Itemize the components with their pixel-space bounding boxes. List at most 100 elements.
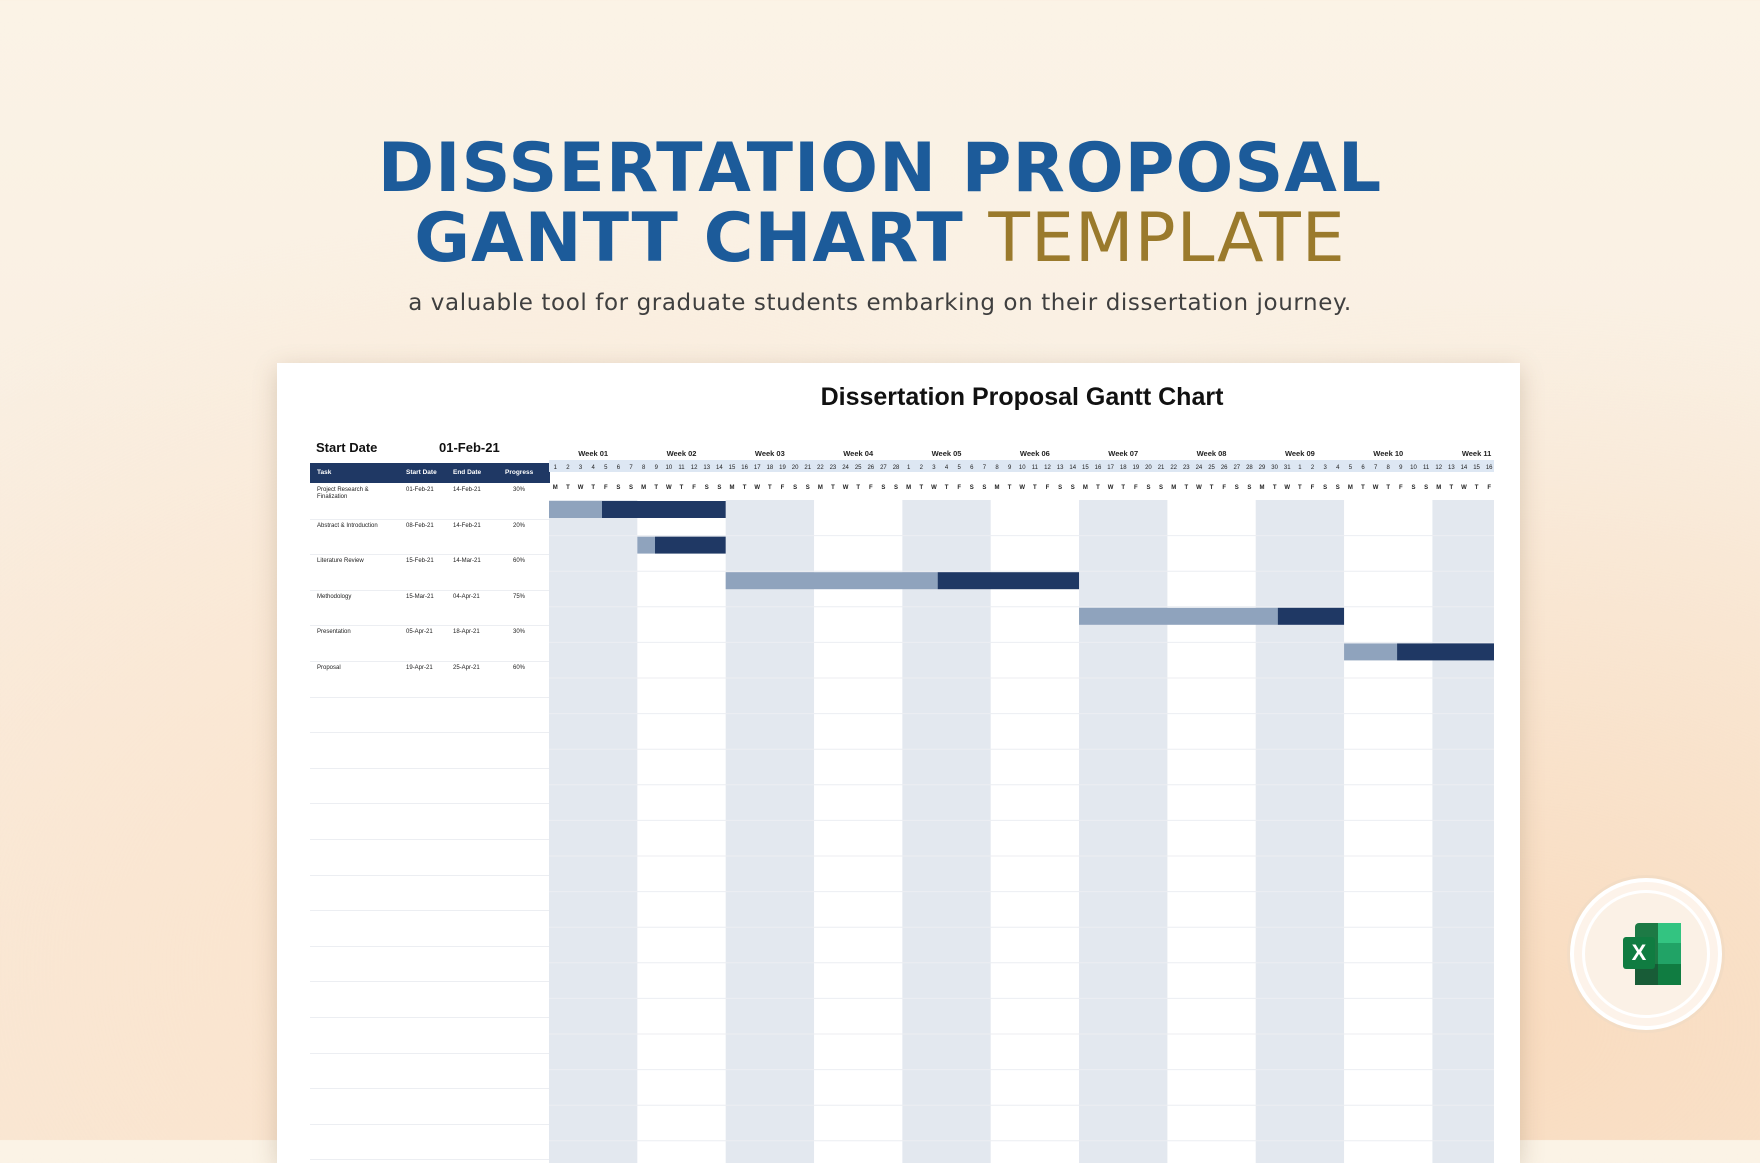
weekday-letter: T xyxy=(680,485,684,491)
day-number: 16 xyxy=(741,465,748,471)
task-progress: 75% xyxy=(513,593,526,600)
weekday-letter: S xyxy=(717,485,721,491)
weekday-letter: W xyxy=(1196,485,1202,491)
day-number: 22 xyxy=(1170,465,1177,471)
weekday-letter: W xyxy=(666,485,672,491)
table-grid-line xyxy=(310,589,550,591)
task-row: Literature Review 15-Feb-21 14-Mar-21 60% xyxy=(310,554,550,588)
hero-title-bold: GANTT CHART xyxy=(414,199,964,278)
weekday-letter: T xyxy=(1273,485,1277,491)
weekday-letter: T xyxy=(1184,485,1188,491)
weekday-letter: S xyxy=(1323,485,1327,491)
week-label: Week 07 xyxy=(1108,449,1138,458)
weekday-letter: T xyxy=(945,485,949,491)
day-number: 7 xyxy=(629,465,633,471)
task-start: 08-Feb-21 xyxy=(406,522,434,529)
day-number: 28 xyxy=(1246,465,1253,471)
day-number: 11 xyxy=(678,465,685,471)
task-bar-remaining xyxy=(1277,607,1345,625)
task-name: Presentation xyxy=(317,629,351,636)
day-number: 2 xyxy=(1311,465,1315,471)
day-number: 15 xyxy=(1473,465,1480,471)
gantt-sheet: Dissertation Proposal Gantt Chart Start … xyxy=(277,363,1520,1163)
week-label: Week 10 xyxy=(1373,449,1403,458)
day-number: 13 xyxy=(1057,465,1064,471)
task-end: 25-Apr-21 xyxy=(453,665,480,671)
task-end: 14-Mar-21 xyxy=(453,558,481,565)
weekday-letter: S xyxy=(705,485,709,491)
day-number: 9 xyxy=(1399,465,1403,471)
day-number: 15 xyxy=(729,465,736,471)
weekday-letter: M xyxy=(1260,485,1265,491)
day-number: 14 xyxy=(716,465,723,471)
task-end: 14-Feb-21 xyxy=(453,487,481,493)
day-number: 3 xyxy=(932,465,936,471)
weekday-letter: M xyxy=(1436,485,1441,491)
week-band xyxy=(1432,500,1494,1163)
start-date-label: Start Date xyxy=(316,440,378,455)
day-number: 16 xyxy=(1486,465,1493,471)
day-number: 27 xyxy=(880,465,887,471)
day-number: 12 xyxy=(691,465,698,471)
weekday-letter: W xyxy=(1373,485,1379,491)
day-number: 8 xyxy=(642,465,646,471)
day-number-row xyxy=(549,460,1494,472)
day-number: 26 xyxy=(867,465,874,471)
task-progress: 20% xyxy=(513,522,526,529)
task-name: Literature Review xyxy=(317,558,364,565)
task-start: 15-Mar-21 xyxy=(406,593,434,600)
day-number: 5 xyxy=(1349,465,1353,471)
weekday-letter: S xyxy=(1071,485,1075,491)
weekday-letter: T xyxy=(856,485,860,491)
col-end-header: End Date xyxy=(453,469,482,476)
weekday-letter: T xyxy=(1298,485,1302,491)
weekday-letter: M xyxy=(995,485,1000,491)
day-number: 4 xyxy=(945,465,949,471)
weekday-letter: T xyxy=(1361,485,1365,491)
weekday-letter: S xyxy=(881,485,885,491)
weekday-letter: S xyxy=(1424,485,1428,491)
weekday-letter: M xyxy=(641,485,646,491)
day-number: 4 xyxy=(1336,465,1340,471)
weekday-letter: T xyxy=(654,485,658,491)
weekday-letter: W xyxy=(754,485,760,491)
weekday-letter: S xyxy=(1058,485,1062,491)
chart-title: Dissertation Proposal Gantt Chart xyxy=(820,383,1224,411)
task-row: Project Research & Finalization 01-Feb-21… xyxy=(310,483,550,517)
weekday-letter: M xyxy=(818,485,823,491)
gantt-chart: Week 01 Week 02 Week 03 Week 04 Week 05 Week … xyxy=(549,449,1494,1163)
week-label: Week 04 xyxy=(843,449,874,458)
table-grid-line xyxy=(310,554,550,556)
table-grid-line xyxy=(310,1159,550,1161)
weekday-letter: W xyxy=(1019,485,1025,491)
day-number: 11 xyxy=(1423,465,1430,471)
day-number: 19 xyxy=(1132,465,1139,471)
table-grid-line xyxy=(310,945,550,947)
day-number: 21 xyxy=(1158,465,1165,471)
table-grid-line xyxy=(310,1017,550,1018)
weekday-letter: T xyxy=(1449,485,1453,491)
day-number: 6 xyxy=(970,465,974,471)
task-bar-progress xyxy=(1079,607,1278,625)
excel-badge: X xyxy=(1574,882,1718,1026)
weekday-letter: F xyxy=(869,485,873,491)
day-number: 9 xyxy=(655,465,659,471)
weekday-letter: S xyxy=(629,485,633,491)
task-name: Methodology xyxy=(317,593,352,600)
week-band xyxy=(1079,500,1168,1163)
week-band xyxy=(902,500,991,1163)
day-number: 17 xyxy=(1107,465,1114,471)
day-number: 22 xyxy=(817,465,824,471)
weekday-letter: S xyxy=(894,485,898,491)
day-number: 18 xyxy=(767,465,774,471)
weekday-letter: S xyxy=(1159,485,1163,491)
day-number: 23 xyxy=(830,465,837,471)
week-label: Week 03 xyxy=(755,449,785,458)
hero-subtitle: a valuable tool for graduate students em… xyxy=(408,290,1352,316)
day-number: 3 xyxy=(579,465,583,471)
table-grid-line xyxy=(310,910,550,912)
day-number: 25 xyxy=(855,465,862,471)
day-number: 25 xyxy=(1208,465,1215,471)
day-number: 14 xyxy=(1461,465,1468,471)
weekday-letter: F xyxy=(1487,485,1491,491)
